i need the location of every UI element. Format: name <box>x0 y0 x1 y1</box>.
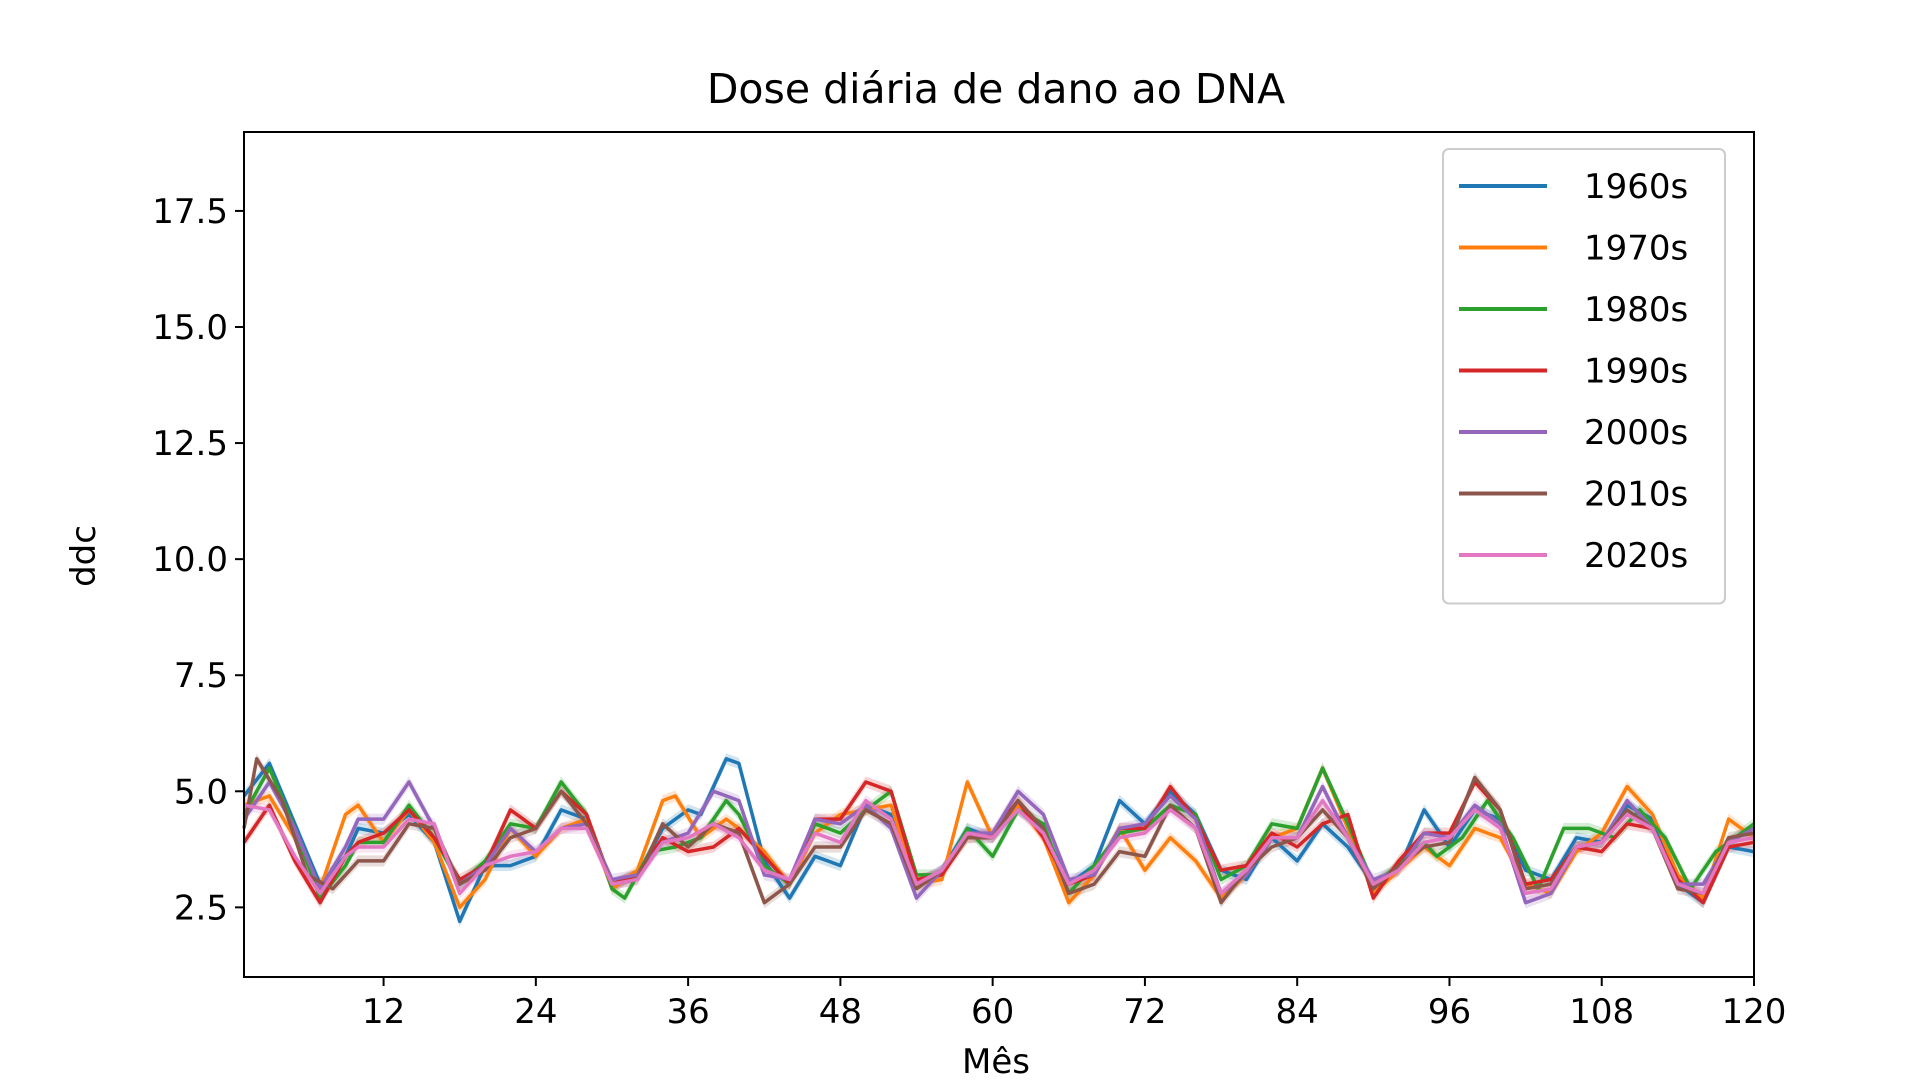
legend-label: 1980s <box>1584 290 1688 330</box>
x-tick-label: 84 <box>1276 992 1319 1032</box>
y-axis: 2.5 5.0 7.5 10.0 12.5 15.0 17.5 <box>152 192 244 928</box>
x-tick-label: 72 <box>1123 992 1166 1032</box>
y-tick-label: 7.5 <box>174 656 228 696</box>
legend-label: 1960s <box>1584 167 1688 207</box>
y-tick-label: 5.0 <box>174 772 228 812</box>
plot-frame <box>243 131 1755 978</box>
legend-label: 1970s <box>1584 229 1688 269</box>
legend: 1960s 1970s 1980s 1990s 2000s 2010s 2020s <box>1442 148 1726 605</box>
legend-label: 2020s <box>1584 536 1688 576</box>
x-tick-label: 60 <box>971 992 1014 1032</box>
x-axis-label: Mês <box>962 1042 1030 1080</box>
x-tick-label: 108 <box>1569 992 1634 1032</box>
confidence-band-2000s <box>244 776 1754 909</box>
series-line-2020s <box>243 798 1755 896</box>
y-tick-label: 2.5 <box>174 888 228 928</box>
y-axis-label: ddc <box>64 525 104 587</box>
legend-label: 1990s <box>1584 352 1688 392</box>
series-lines <box>242 757 1756 924</box>
legend-box <box>1442 148 1726 605</box>
x-tick-label: 36 <box>666 992 709 1032</box>
chart-title: Dose diária de dano ao DNA <box>707 65 1285 113</box>
confidence-band-1990s <box>244 776 1754 909</box>
x-tick-label: 24 <box>514 992 557 1032</box>
x-tick-label: 12 <box>362 992 405 1032</box>
y-tick-label: 17.5 <box>152 192 228 232</box>
legend-label: 2000s <box>1584 413 1688 453</box>
x-axis: 12 24 36 48 60 72 84 96 108 120 <box>362 977 1787 1032</box>
y-tick-label: 15.0 <box>152 308 228 348</box>
x-tick-label: 48 <box>819 992 862 1032</box>
x-tick-label: 96 <box>1428 992 1471 1032</box>
legend-label: 2010s <box>1584 475 1688 515</box>
y-tick-label: 12.5 <box>152 424 228 464</box>
x-tick-label: 120 <box>1722 992 1787 1032</box>
y-tick-label: 10.0 <box>152 540 228 580</box>
